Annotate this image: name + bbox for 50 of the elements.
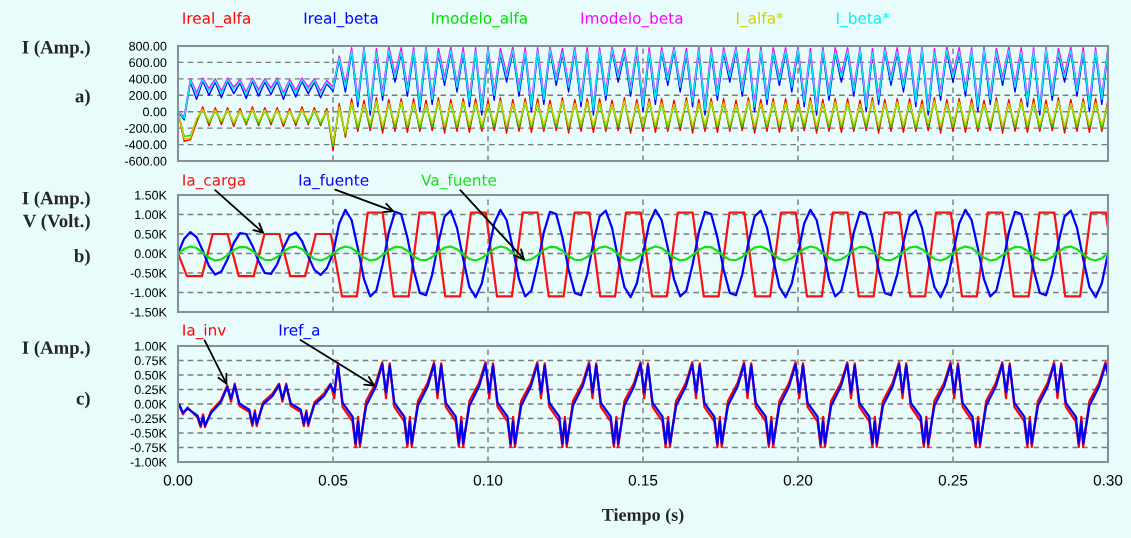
series-label: Imodelo_beta bbox=[581, 12, 683, 28]
y-tick-label: -1.50K bbox=[130, 307, 167, 317]
y-tick-label: 600.00 bbox=[129, 58, 167, 68]
y-tick-label: -600.00 bbox=[125, 156, 167, 166]
text: a) bbox=[75, 89, 90, 107]
x-tick-label: 0.30 bbox=[1093, 474, 1123, 486]
y-tick-label: -0.25K bbox=[130, 414, 167, 424]
series-label: I_beta* bbox=[837, 12, 890, 28]
x-tick-label: 0.20 bbox=[783, 474, 813, 486]
y-tick-label: 0.00K bbox=[134, 399, 167, 409]
line-series bbox=[178, 245, 1108, 262]
y-tick-label: 800.00 bbox=[129, 41, 167, 51]
y-tick-label: 1.50K bbox=[135, 190, 167, 200]
y-tick-label: 1.00K bbox=[135, 341, 167, 351]
y-tick-label: 0.50K bbox=[134, 229, 167, 239]
y-tick-label: 0.75K bbox=[134, 356, 167, 366]
y-tick-label: 1.00K bbox=[135, 210, 167, 220]
text: Imodelo_alfa bbox=[432, 12, 527, 28]
text: b) bbox=[74, 248, 90, 266]
text: Ireal_alfa bbox=[183, 12, 250, 28]
y-tick-label: -1.00K bbox=[130, 288, 167, 298]
y-tick-label: -0.50K bbox=[130, 268, 167, 278]
x-tick-label: 0.15 bbox=[628, 474, 658, 486]
x-tick-label: 0.10 bbox=[473, 474, 503, 486]
y-tick-label: 200.00 bbox=[129, 91, 167, 100]
x-tick-label: 0.00 bbox=[163, 474, 193, 486]
text: Ia_inv bbox=[183, 323, 226, 340]
y-axis-title: I (Amp.) bbox=[22, 40, 90, 58]
y-tick-label: -1.00K bbox=[130, 457, 167, 467]
text: Va_fuente bbox=[421, 173, 497, 190]
x-tick-label: 0.05 bbox=[318, 474, 348, 486]
y-tick-label: 0.00 bbox=[143, 107, 167, 117]
text: c) bbox=[76, 391, 90, 409]
text: I_alfa* bbox=[737, 12, 784, 28]
series-label: Ireal_beta bbox=[304, 12, 378, 28]
series-label: Ia_fuente bbox=[299, 173, 369, 190]
text: Iref_a bbox=[279, 323, 320, 340]
y-tick-label: 400.00 bbox=[128, 74, 167, 84]
y-tick-label: 0.50K bbox=[134, 370, 167, 380]
x-tick-label: 0.25 bbox=[938, 474, 968, 486]
x-axis-title: Tiempo (s) bbox=[602, 508, 684, 525]
y-tick-label: -0.50K bbox=[130, 428, 167, 438]
y-axis-title: I (Amp.) V (Volt.) bbox=[22, 191, 90, 232]
y-tick-label: -0.75K bbox=[130, 443, 167, 453]
text: Ia_carga bbox=[183, 174, 245, 190]
y-tick-label: -200.00 bbox=[125, 123, 167, 133]
y-tick-label: -400.00 bbox=[125, 140, 167, 150]
y-tick-label: 0.25K bbox=[134, 385, 167, 395]
y-axis-title: I (Amp.) bbox=[22, 340, 90, 358]
y-tick-label: 0.00K bbox=[134, 249, 167, 259]
